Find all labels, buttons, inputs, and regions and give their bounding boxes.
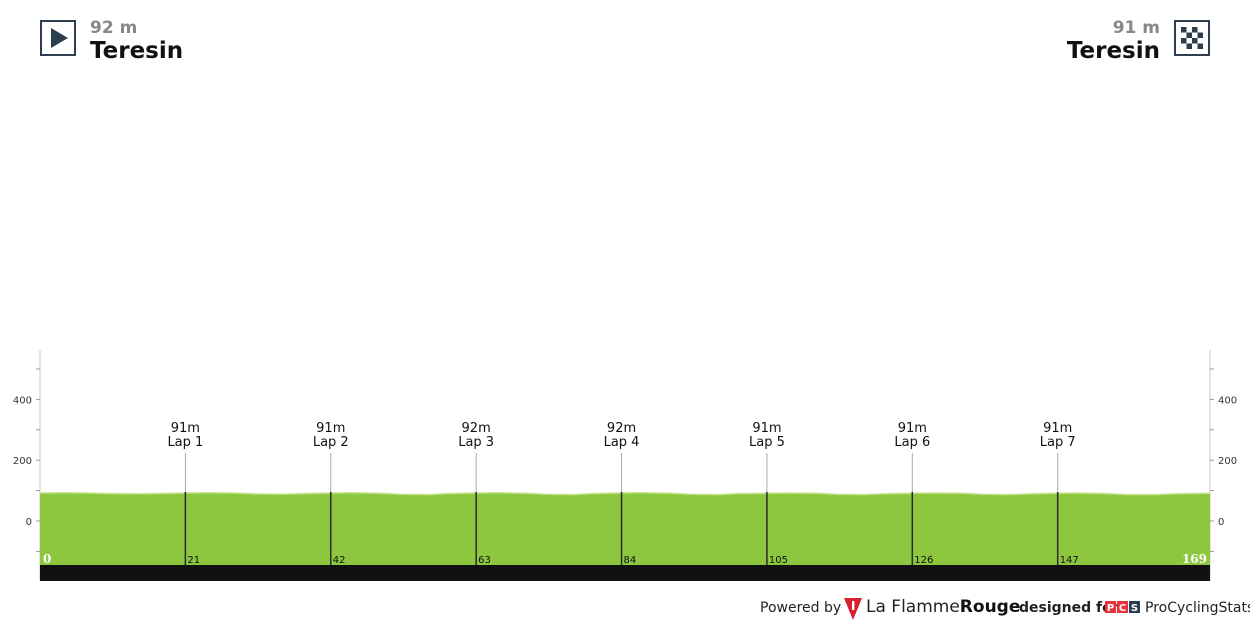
elevation-profile-area bbox=[40, 492, 1210, 565]
distance-label: 169 bbox=[1182, 552, 1207, 566]
lap-marker-elevation: 91m bbox=[171, 421, 200, 436]
pcs-letter-s: S bbox=[1131, 603, 1138, 613]
y-tick-label-right: 400 bbox=[1218, 395, 1237, 406]
y-tick-label-left: 0 bbox=[26, 517, 32, 528]
distance-label: 42 bbox=[333, 555, 346, 566]
lap-marker-elevation: 92m bbox=[462, 421, 491, 436]
powered-by-label: Powered by bbox=[760, 600, 842, 616]
procyclingstats-link[interactable]: ProCyclingStats bbox=[1145, 600, 1250, 616]
distance-label: 105 bbox=[769, 555, 788, 566]
y-tick-label-right: 200 bbox=[1218, 456, 1237, 467]
y-tick-label-right: 0 bbox=[1218, 517, 1224, 528]
lap-marker-label: Lap 2 bbox=[313, 435, 349, 450]
lap-marker-elevation: 91m bbox=[752, 421, 781, 436]
lap-marker-elevation: 91m bbox=[316, 421, 345, 436]
start-location: Teresin bbox=[90, 38, 184, 64]
distance-base-bar bbox=[40, 565, 1210, 581]
lap-marker-label: Lap 6 bbox=[894, 435, 930, 450]
lap-marker-label: Lap 3 bbox=[458, 435, 494, 450]
distance-label: 21 bbox=[187, 555, 200, 566]
lap-marker-label: Lap 5 bbox=[749, 435, 785, 450]
designed-for-label: designed for bbox=[1019, 600, 1119, 616]
finish-elevation: 91 m bbox=[1112, 18, 1160, 38]
distance-label: 147 bbox=[1060, 555, 1079, 566]
la-flamme-rouge-brand[interactable]: La FlammeRouge bbox=[866, 597, 1020, 617]
lap-marker-label: Lap 7 bbox=[1040, 435, 1076, 450]
start-flag-icon bbox=[40, 20, 76, 56]
distance-label: 126 bbox=[914, 555, 933, 566]
y-tick-label-left: 200 bbox=[13, 456, 32, 467]
y-tick-label-left: 400 bbox=[13, 395, 32, 406]
pcs-letter-p: P bbox=[1107, 603, 1114, 613]
lap-marker-elevation: 91m bbox=[898, 421, 927, 436]
pcs-letter-c: C bbox=[1119, 603, 1126, 613]
finish-flag-icon bbox=[1174, 20, 1210, 56]
la-flamme-rouge-logo-icon bbox=[844, 598, 862, 620]
brand-part-b: Rouge bbox=[959, 597, 1021, 617]
brand-part-a: La Flamme bbox=[866, 597, 960, 617]
lap-marker-label: Lap 1 bbox=[167, 435, 203, 450]
lap-marker-elevation: 91m bbox=[1043, 421, 1072, 436]
distance-label: 63 bbox=[478, 555, 491, 566]
start-elevation: 92 m bbox=[90, 18, 138, 38]
pcs-logo-icon: P C S bbox=[1105, 601, 1140, 617]
finish-location: Teresin bbox=[1066, 38, 1160, 64]
lap-marker-label: Lap 4 bbox=[604, 435, 640, 450]
distance-label: 84 bbox=[624, 555, 637, 566]
lap-marker-elevation: 92m bbox=[607, 421, 636, 436]
distance-label: 0 bbox=[43, 552, 51, 566]
